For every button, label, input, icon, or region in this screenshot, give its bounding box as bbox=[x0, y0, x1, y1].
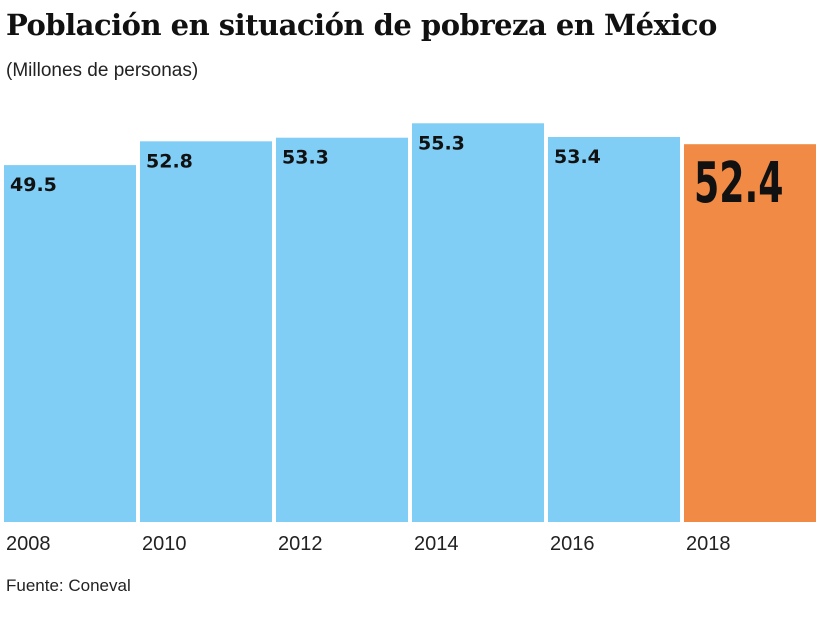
value-label: 55.3 bbox=[418, 132, 465, 154]
value-label: 53.4 bbox=[554, 146, 601, 168]
value-label: 52.4 bbox=[694, 151, 783, 216]
bar-2016 bbox=[548, 136, 680, 522]
bar-2018 bbox=[684, 144, 816, 523]
x-tick-label: 2008 bbox=[6, 533, 51, 555]
x-tick-label: 2014 bbox=[414, 533, 459, 555]
x-tick-label: 2012 bbox=[278, 533, 323, 555]
bar-2012 bbox=[276, 137, 408, 522]
value-label: 52.8 bbox=[146, 150, 193, 172]
bar-2010 bbox=[140, 141, 272, 522]
x-tick-label: 2010 bbox=[142, 533, 187, 555]
value-label: 53.3 bbox=[282, 147, 329, 169]
bar-2014 bbox=[412, 123, 544, 523]
x-tick-label: 2016 bbox=[550, 533, 595, 555]
source-note: Fuente: Coneval bbox=[6, 576, 131, 595]
value-label: 49.5 bbox=[10, 174, 57, 196]
chart-subtitle: (Millones de personas) bbox=[6, 60, 199, 81]
chart-title: Población en situación de pobreza en Méx… bbox=[6, 8, 717, 42]
bar-2008 bbox=[4, 165, 136, 523]
x-tick-label: 2018 bbox=[686, 533, 731, 555]
